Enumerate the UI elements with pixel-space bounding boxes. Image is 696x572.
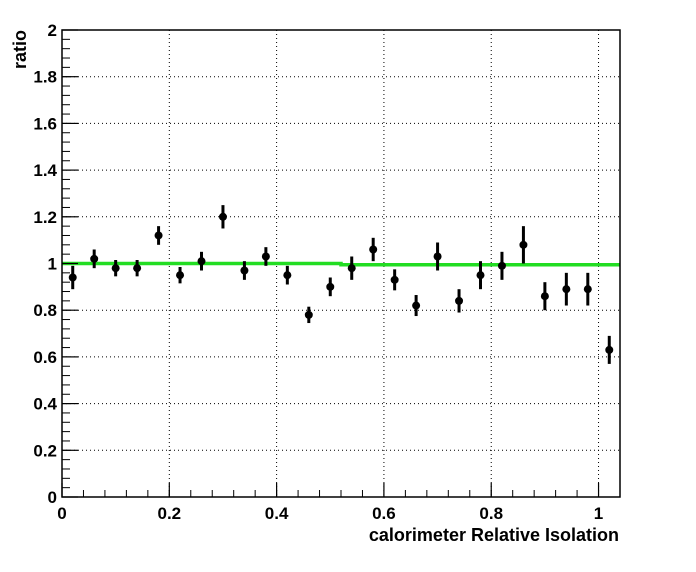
y-tick-label: 1.4: [33, 161, 57, 180]
point-marker: [476, 271, 485, 280]
point-marker: [562, 285, 571, 294]
point-marker: [583, 285, 592, 294]
point-marker: [240, 266, 249, 275]
point-marker: [433, 252, 442, 261]
data-point: [240, 261, 249, 280]
point-marker: [540, 292, 549, 301]
y-tick-label: 1.8: [33, 68, 57, 87]
x-tick-label: 0: [57, 504, 66, 523]
x-tick-label: 0.4: [265, 504, 289, 523]
x-tick-label: 0.8: [479, 504, 503, 523]
axis-ticks: [61, 29, 621, 498]
data-point: [455, 289, 464, 313]
data-point: [218, 205, 227, 229]
point-marker: [455, 296, 464, 305]
data-point: [261, 247, 270, 266]
data-point: [304, 306, 313, 324]
y-tick-label: 0.6: [33, 348, 57, 367]
data-point: [133, 259, 142, 277]
data-point: [519, 226, 528, 264]
y-tick-label: 2: [48, 21, 57, 40]
data-point: [390, 269, 399, 291]
data-point: [562, 272, 571, 306]
y-tick-label: 0.2: [33, 441, 57, 460]
point-marker: [197, 257, 206, 266]
x-axis-title: calorimeter Relative Isolation: [369, 525, 619, 545]
y-tick-label: 1.6: [33, 114, 57, 133]
data-point: [111, 259, 120, 277]
fit-line-group: [62, 261, 620, 267]
point-marker: [154, 231, 163, 240]
data-point: [90, 249, 99, 269]
point-marker: [412, 301, 421, 310]
data-point: [433, 242, 442, 271]
point-marker: [218, 212, 227, 221]
data-point: [347, 256, 356, 280]
data-point: [283, 265, 292, 285]
point-marker: [369, 245, 378, 254]
fit-line: [62, 261, 620, 267]
point-marker: [111, 264, 120, 273]
point-marker: [347, 264, 356, 273]
point-marker: [519, 240, 528, 249]
data-point: [583, 272, 592, 306]
point-marker: [304, 310, 313, 319]
y-tick-label: 1: [48, 255, 57, 274]
x-tick-label: 0.6: [372, 504, 396, 523]
y-tick-label: 0.4: [33, 395, 57, 414]
point-marker: [261, 252, 270, 261]
data-point: [197, 251, 206, 271]
data-point: [154, 226, 163, 245]
point-marker: [605, 345, 614, 354]
tick-labels: 0 0.2 0.4 0.6 0.8 1 0 0.2 0.4 0.6 0.8 1 1.2 1.4 1.6 1.8…: [33, 21, 603, 523]
point-marker: [68, 273, 77, 282]
point-marker: [326, 282, 335, 291]
data-point: [369, 237, 378, 262]
point-marker: [176, 271, 185, 280]
point-marker: [90, 254, 99, 263]
point-marker: [133, 264, 142, 273]
y-axis-title: ratio: [10, 30, 30, 69]
data-point: [326, 277, 335, 297]
data-points: [68, 205, 614, 364]
data-point: [176, 267, 185, 284]
point-marker: [283, 271, 292, 280]
data-point: [497, 251, 506, 280]
data-point: [540, 282, 549, 311]
y-tick-label: 0: [48, 488, 57, 507]
y-tick-label: 1.2: [33, 208, 57, 227]
data-point: [68, 265, 77, 290]
y-tick-label: 0.8: [33, 301, 57, 320]
data-point: [605, 335, 614, 364]
point-marker: [390, 275, 399, 284]
x-tick-label: 1: [594, 504, 603, 523]
data-point: [476, 261, 485, 290]
x-tick-label: 0.2: [157, 504, 181, 523]
point-marker: [497, 261, 506, 270]
data-point: [412, 295, 421, 317]
